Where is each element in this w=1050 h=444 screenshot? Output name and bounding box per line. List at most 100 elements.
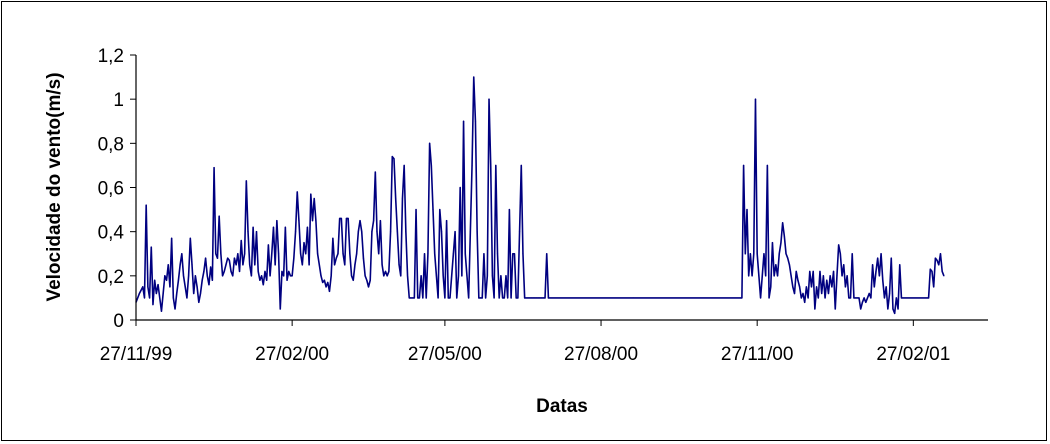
data-point [466,275,468,277]
data-point [208,284,210,286]
data-point [544,297,546,299]
data-point [878,275,880,277]
data-point [174,308,176,310]
data-point [244,253,246,255]
data-point [254,264,256,266]
data-point [442,275,444,277]
data-point [456,297,458,299]
data-point [488,98,490,100]
data-point [471,164,473,167]
data-point [522,253,524,255]
data-point [318,264,320,266]
data-point [347,217,349,220]
data-point [469,231,471,233]
data-point [186,297,188,299]
data-point [188,275,190,277]
data-point [809,270,811,273]
data-point [518,231,521,233]
data-point [357,231,359,233]
data-point [768,297,770,299]
y-tick-label: 0,6 [98,179,124,200]
data-point [235,264,237,266]
data-point [291,275,293,277]
data-point [142,286,144,288]
data-point [296,191,298,193]
data-point [344,264,346,266]
data-point [371,231,373,233]
data-point [171,237,173,239]
data-point [274,264,276,266]
data-point [758,275,760,277]
data-point [269,275,271,277]
data-point [172,297,174,299]
data-point [189,237,191,239]
data-point [191,264,193,266]
data-point [413,297,415,299]
data-point [853,297,855,299]
data-point [468,297,470,299]
data-point [150,246,152,248]
data-point [240,239,242,242]
data-point [824,297,826,299]
y-tick-label: 1,2 [98,46,124,67]
data-point [225,264,227,266]
data-point [834,308,836,310]
data-point [836,275,838,277]
data-point [230,270,232,273]
plot-area [135,76,945,315]
data-point [283,275,285,277]
data-point [500,275,502,277]
data-point [780,242,782,244]
data-point [851,253,853,255]
data-point [403,164,405,167]
data-point [885,286,887,288]
data-point [802,292,804,295]
data-point [849,297,852,299]
data-point [147,286,149,288]
data-point [311,220,314,222]
y-tick-label: 0,4 [98,223,125,244]
data-point [388,270,390,273]
data-point [228,259,230,261]
data-point [512,253,514,255]
data-point [277,253,280,255]
data-point [754,98,757,100]
data-point [846,275,848,277]
data-point [440,231,443,233]
data-point [819,270,821,273]
data-point [227,257,229,259]
data-point [315,220,317,222]
y-axis-title: Velocidade do vento(m/s) [44,72,65,301]
data-point [408,297,410,299]
data-point [900,297,903,299]
data-point [298,220,300,222]
data-point [260,275,263,277]
data-point [418,297,421,299]
data-point [855,297,857,299]
data-point [176,292,178,295]
data-point [449,297,451,299]
data-point [294,231,297,233]
data-point [284,226,286,228]
data-point [266,279,268,281]
data-point [831,286,833,288]
data-point [359,220,361,222]
data-point [473,76,475,78]
data-point [425,297,427,299]
data-point [943,275,945,277]
series-line [135,76,945,315]
data-point [502,297,504,299]
data-point [138,292,140,295]
data-point [179,264,181,266]
data-point [765,275,767,277]
data-point [799,286,801,288]
data-point [177,279,180,281]
data-point [804,301,806,303]
data-point [216,257,219,259]
data-point [787,257,789,259]
data-point [895,297,897,299]
x-tick-label: 27/08/00 [564,344,638,365]
data-point [848,297,850,299]
data-point [866,297,869,299]
data-point [832,270,835,273]
